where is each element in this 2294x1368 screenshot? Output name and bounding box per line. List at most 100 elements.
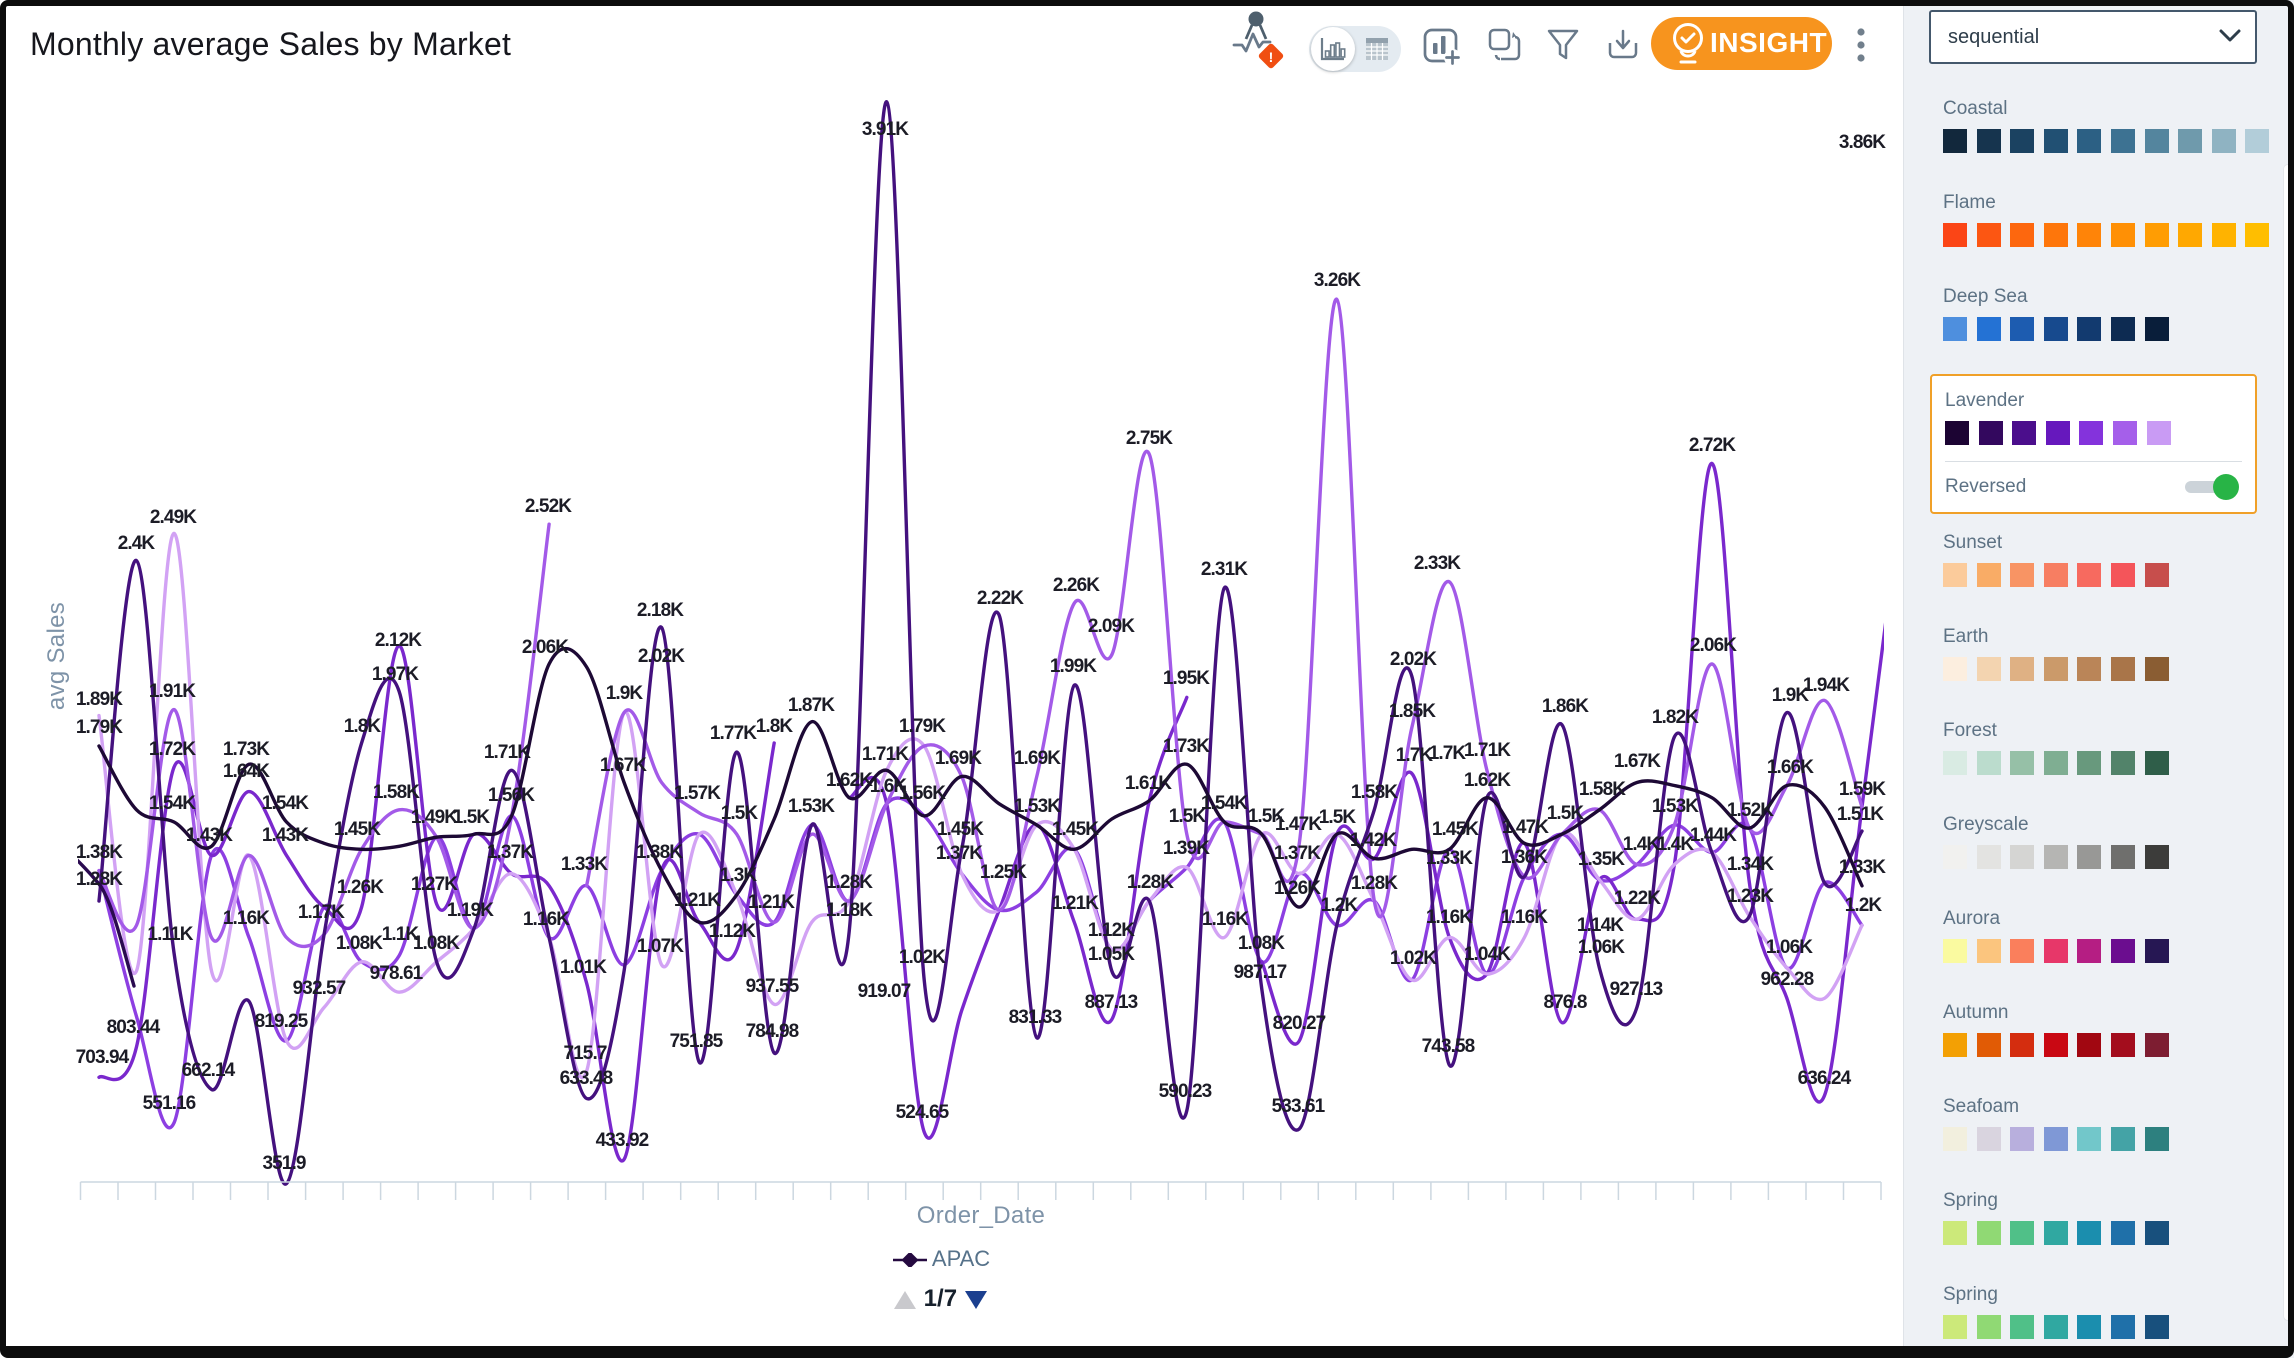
svg-text:1.53K: 1.53K xyxy=(788,796,835,817)
svg-text:1.44K: 1.44K xyxy=(1690,825,1737,846)
svg-text:1.79K: 1.79K xyxy=(899,716,946,737)
svg-text:2.22K: 2.22K xyxy=(977,588,1024,609)
svg-text:1.2K: 1.2K xyxy=(1845,895,1883,916)
svg-text:524.65: 524.65 xyxy=(896,1102,950,1123)
svg-text:784.98: 784.98 xyxy=(746,1021,799,1042)
svg-text:1.99K: 1.99K xyxy=(1050,656,1097,677)
svg-text:1.45K: 1.45K xyxy=(937,819,984,840)
svg-text:1.26K: 1.26K xyxy=(1274,878,1321,899)
svg-text:2.52K: 2.52K xyxy=(525,496,572,517)
svg-text:1.73K: 1.73K xyxy=(1163,736,1210,757)
svg-text:1.8K: 1.8K xyxy=(344,716,382,737)
svg-text:2.31K: 2.31K xyxy=(1201,559,1248,580)
svg-text:1.87K: 1.87K xyxy=(788,695,835,716)
svg-text:1.16K: 1.16K xyxy=(1426,907,1473,928)
svg-text:927.13: 927.13 xyxy=(1610,979,1663,1000)
svg-text:1.58K: 1.58K xyxy=(1351,782,1398,803)
svg-text:1.02K: 1.02K xyxy=(899,947,946,968)
svg-text:1.64K: 1.64K xyxy=(223,761,270,782)
svg-text:1.9K: 1.9K xyxy=(1772,685,1810,706)
svg-text:1.95K: 1.95K xyxy=(1163,668,1210,689)
svg-text:1.54K: 1.54K xyxy=(149,793,196,814)
svg-text:1.4K: 1.4K xyxy=(1657,834,1695,855)
svg-text:1.9K: 1.9K xyxy=(606,683,644,704)
svg-text:1.28K: 1.28K xyxy=(1127,872,1174,893)
svg-text:1.45K: 1.45K xyxy=(1052,819,1099,840)
svg-text:2.72K: 2.72K xyxy=(1689,435,1736,456)
svg-text:1.69K: 1.69K xyxy=(1014,748,1061,769)
svg-text:1.5K: 1.5K xyxy=(721,803,759,824)
svg-text:1.53K: 1.53K xyxy=(1652,796,1699,817)
svg-text:2.02K: 2.02K xyxy=(638,646,685,667)
svg-text:3.91K: 3.91K xyxy=(862,119,909,140)
svg-text:1.3K: 1.3K xyxy=(720,865,758,886)
svg-text:1.18K: 1.18K xyxy=(826,900,873,921)
svg-text:743.58: 743.58 xyxy=(1422,1036,1475,1057)
svg-text:1.82K: 1.82K xyxy=(1652,707,1699,728)
svg-text:3.86K: 3.86K xyxy=(1839,132,1886,153)
svg-text:1.45K: 1.45K xyxy=(1432,819,1479,840)
svg-text:1.56K: 1.56K xyxy=(899,783,946,804)
svg-text:1.08K: 1.08K xyxy=(413,933,460,954)
svg-text:590.23: 590.23 xyxy=(1159,1081,1212,1102)
svg-text:1.67K: 1.67K xyxy=(600,755,647,776)
svg-text:1.38K: 1.38K xyxy=(76,842,123,863)
svg-text:1.28K: 1.28K xyxy=(826,872,873,893)
svg-text:1.47K: 1.47K xyxy=(1502,817,1549,838)
svg-text:1.16K: 1.16K xyxy=(223,908,270,929)
svg-text:962.28: 962.28 xyxy=(1761,969,1814,990)
svg-text:1.56K: 1.56K xyxy=(488,785,535,806)
svg-text:1.04K: 1.04K xyxy=(1464,944,1511,965)
svg-text:1.5K: 1.5K xyxy=(1319,807,1357,828)
svg-text:2.06K: 2.06K xyxy=(1690,635,1737,656)
svg-text:1.22K: 1.22K xyxy=(1614,888,1661,909)
svg-text:1.12K: 1.12K xyxy=(1088,920,1135,941)
svg-text:1.6K: 1.6K xyxy=(870,776,908,797)
svg-text:1.94K: 1.94K xyxy=(1803,675,1850,696)
svg-text:1.61K: 1.61K xyxy=(1125,773,1172,794)
svg-text:1.62K: 1.62K xyxy=(1464,770,1511,791)
svg-text:1.67K: 1.67K xyxy=(1614,751,1661,772)
svg-text:662.14: 662.14 xyxy=(182,1060,236,1081)
svg-text:1.73K: 1.73K xyxy=(223,739,270,760)
svg-text:1.91K: 1.91K xyxy=(149,681,196,702)
svg-text:1.06K: 1.06K xyxy=(1766,937,1813,958)
svg-text:1.37K: 1.37K xyxy=(487,842,534,863)
svg-text:1.28K: 1.28K xyxy=(76,869,123,890)
svg-text:2.33K: 2.33K xyxy=(1414,553,1461,574)
svg-text:1.5K: 1.5K xyxy=(1248,806,1286,827)
svg-text:1.35K: 1.35K xyxy=(1578,849,1625,870)
svg-text:633.48: 633.48 xyxy=(560,1068,613,1089)
svg-text:2.02K: 2.02K xyxy=(1390,649,1437,670)
svg-text:1.28K: 1.28K xyxy=(1351,873,1398,894)
svg-text:1.1K: 1.1K xyxy=(382,924,420,945)
svg-text:1.16K: 1.16K xyxy=(1501,907,1548,928)
svg-text:1.54K: 1.54K xyxy=(262,793,309,814)
svg-text:1.08K: 1.08K xyxy=(336,933,383,954)
svg-text:1.37K: 1.37K xyxy=(936,843,983,864)
svg-text:1.36K: 1.36K xyxy=(1501,847,1548,868)
svg-text:1.58K: 1.58K xyxy=(1579,779,1626,800)
svg-text:1.71K: 1.71K xyxy=(484,742,531,763)
svg-text:1.54K: 1.54K xyxy=(1201,793,1248,814)
svg-text:1.89K: 1.89K xyxy=(76,689,123,710)
svg-text:1.33K: 1.33K xyxy=(1839,857,1886,878)
svg-text:1.11K: 1.11K xyxy=(147,924,193,945)
svg-text:1.42K: 1.42K xyxy=(1350,830,1397,851)
svg-text:2.4K: 2.4K xyxy=(118,533,156,554)
svg-text:1.8K: 1.8K xyxy=(756,716,794,737)
svg-text:1.45K: 1.45K xyxy=(334,819,381,840)
svg-text:819.25: 819.25 xyxy=(255,1011,309,1032)
svg-text:1.27K: 1.27K xyxy=(411,874,458,895)
svg-text:2.12K: 2.12K xyxy=(375,630,422,651)
svg-text:2.75K: 2.75K xyxy=(1126,428,1173,449)
svg-text:1.71K: 1.71K xyxy=(862,744,909,765)
svg-text:2.18K: 2.18K xyxy=(637,600,684,621)
svg-text:!: ! xyxy=(1269,49,1274,65)
svg-text:1.85K: 1.85K xyxy=(1389,701,1436,722)
svg-text:1.97K: 1.97K xyxy=(372,664,419,685)
svg-text:987.17: 987.17 xyxy=(1234,962,1287,983)
svg-text:1.37K: 1.37K xyxy=(1274,843,1321,864)
svg-text:1.26K: 1.26K xyxy=(337,877,384,898)
svg-text:1.23K: 1.23K xyxy=(1727,886,1774,907)
